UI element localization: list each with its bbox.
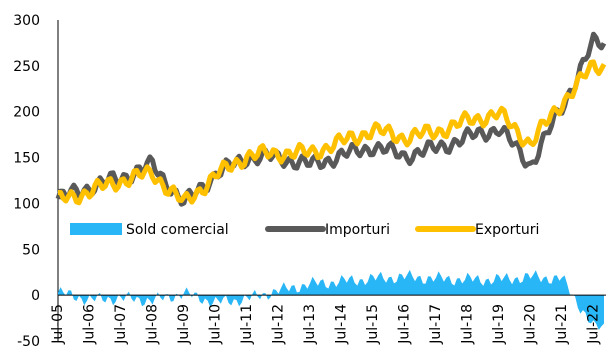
legend-label: Sold comercial — [126, 222, 229, 238]
y-tick-label: 300 — [13, 13, 40, 29]
series-sold-comercial-area — [58, 269, 604, 330]
y-tick-label: 150 — [13, 151, 40, 167]
x-tick-label: Jul-16 — [397, 304, 413, 345]
x-tick-label: Jul-10 — [208, 304, 224, 345]
x-tick-label: Jul-13 — [302, 304, 318, 345]
legend-label: Exporturi — [475, 222, 539, 238]
y-tick-label: 50 — [22, 242, 40, 258]
y-axis: -50 0 50 100 150 200 250 300 — [13, 13, 59, 350]
series-exporturi-line — [58, 59, 607, 206]
y-tick-label: 250 — [13, 59, 40, 75]
x-axis: Jul-05 Jul-06 Jul-07 Jul-08 Jul-09 Jul-10 Jul-… — [50, 294, 606, 345]
x-tick-label: Jul-20 — [523, 304, 539, 345]
y-tick-label: -50 — [17, 334, 40, 350]
x-tick-label: Jul-11 — [239, 304, 255, 345]
x-tick-label: Jul-22 — [586, 304, 602, 345]
x-tick-label: Jul-08 — [145, 304, 161, 345]
legend-label: Importuri — [325, 222, 390, 238]
x-tick-label: Jul-15 — [365, 304, 381, 345]
legend-swatch-sold-comercial — [70, 223, 122, 235]
y-tick-label: 100 — [13, 196, 40, 212]
y-tick-label: 200 — [13, 105, 40, 121]
x-tick-label: Jul-06 — [82, 304, 98, 345]
x-tick-label: Jul-18 — [460, 304, 476, 345]
x-tick-label: Jul-12 — [271, 304, 287, 345]
x-tick-label: Jul-17 — [428, 304, 444, 345]
plot-area — [55, 31, 607, 330]
y-tick-label: 0 — [31, 288, 40, 304]
x-tick-label: Jul-21 — [554, 304, 570, 345]
x-tick-label: Jul-19 — [491, 304, 507, 345]
series-importuri-line — [55, 31, 607, 207]
x-tick-label: Jul-05 — [50, 304, 66, 345]
x-tick-label: Jul-07 — [113, 304, 129, 345]
x-tick-label: Jul-14 — [334, 304, 350, 345]
x-tick-label: Jul-09 — [176, 304, 192, 345]
legend: Sold comercial Importuri Exporturi — [70, 222, 539, 238]
